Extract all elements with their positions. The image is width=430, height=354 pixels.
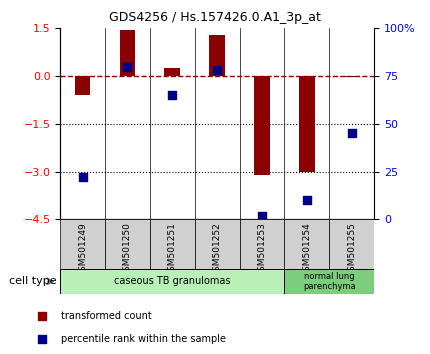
- Bar: [209, 35, 225, 76]
- Point: [214, 68, 221, 73]
- Bar: [329, 219, 374, 269]
- Text: GSM501254: GSM501254: [302, 222, 311, 277]
- Bar: [254, 76, 270, 175]
- Text: GDS4256 / Hs.157426.0.A1_3p_at: GDS4256 / Hs.157426.0.A1_3p_at: [109, 11, 321, 24]
- Bar: [344, 76, 359, 77]
- Bar: [284, 269, 374, 294]
- Text: GSM501252: GSM501252: [213, 222, 221, 277]
- Bar: [164, 68, 180, 76]
- Text: transformed count: transformed count: [61, 311, 152, 321]
- Bar: [120, 30, 135, 76]
- Text: GSM501251: GSM501251: [168, 222, 177, 277]
- Point: [348, 131, 355, 136]
- Point: [39, 336, 46, 342]
- Point: [304, 198, 310, 203]
- Point: [79, 175, 86, 180]
- Text: normal lung
parenchyma: normal lung parenchyma: [303, 272, 356, 291]
- Text: caseous TB granulomas: caseous TB granulomas: [114, 276, 230, 286]
- Text: percentile rank within the sample: percentile rank within the sample: [61, 334, 226, 344]
- Text: GSM501253: GSM501253: [258, 222, 267, 277]
- Bar: [60, 269, 284, 294]
- Bar: [150, 219, 195, 269]
- Point: [258, 213, 265, 218]
- Bar: [299, 76, 315, 172]
- Text: GSM501250: GSM501250: [123, 222, 132, 277]
- Text: cell type: cell type: [9, 276, 56, 286]
- Bar: [195, 219, 240, 269]
- Bar: [284, 219, 329, 269]
- Bar: [60, 219, 105, 269]
- Point: [169, 92, 176, 98]
- Bar: [75, 76, 90, 95]
- Point: [124, 64, 131, 69]
- Bar: [105, 219, 150, 269]
- Point: [39, 313, 46, 319]
- Text: GSM501249: GSM501249: [78, 222, 87, 277]
- Text: GSM501255: GSM501255: [347, 222, 356, 277]
- Bar: [240, 219, 284, 269]
